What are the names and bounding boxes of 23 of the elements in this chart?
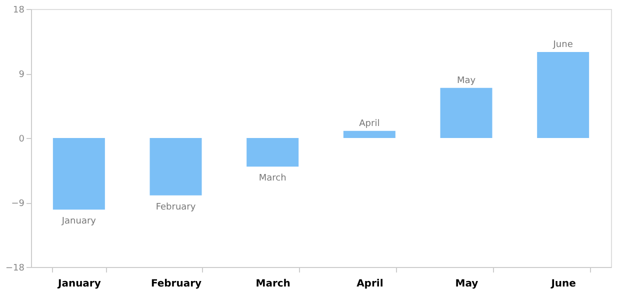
bar <box>52 138 105 210</box>
annotation: June <box>552 40 574 50</box>
annotation: February <box>156 202 196 212</box>
y-tick-label: 18 <box>13 6 25 16</box>
annotation: May <box>456 76 476 86</box>
y-tick-label: −18 <box>6 264 25 274</box>
x-tick-label: April <box>356 278 384 290</box>
x-tick-label: February <box>150 278 202 290</box>
bar <box>246 138 299 167</box>
bar <box>343 130 396 138</box>
annotation: March <box>258 174 286 184</box>
x-tick-label: June <box>550 278 576 290</box>
y-tick-label: 9 <box>18 70 25 80</box>
annotation: January <box>60 216 97 227</box>
x-tick-label: March <box>256 278 290 290</box>
annotation: April <box>359 118 380 129</box>
bar <box>440 88 492 138</box>
x-tick-label: January <box>56 278 102 290</box>
x-tick-label: May <box>455 278 479 290</box>
y-tick-label: 0 <box>18 134 25 144</box>
y-tick-label: −9 <box>11 199 25 209</box>
bar <box>150 138 202 196</box>
bar <box>537 52 590 138</box>
